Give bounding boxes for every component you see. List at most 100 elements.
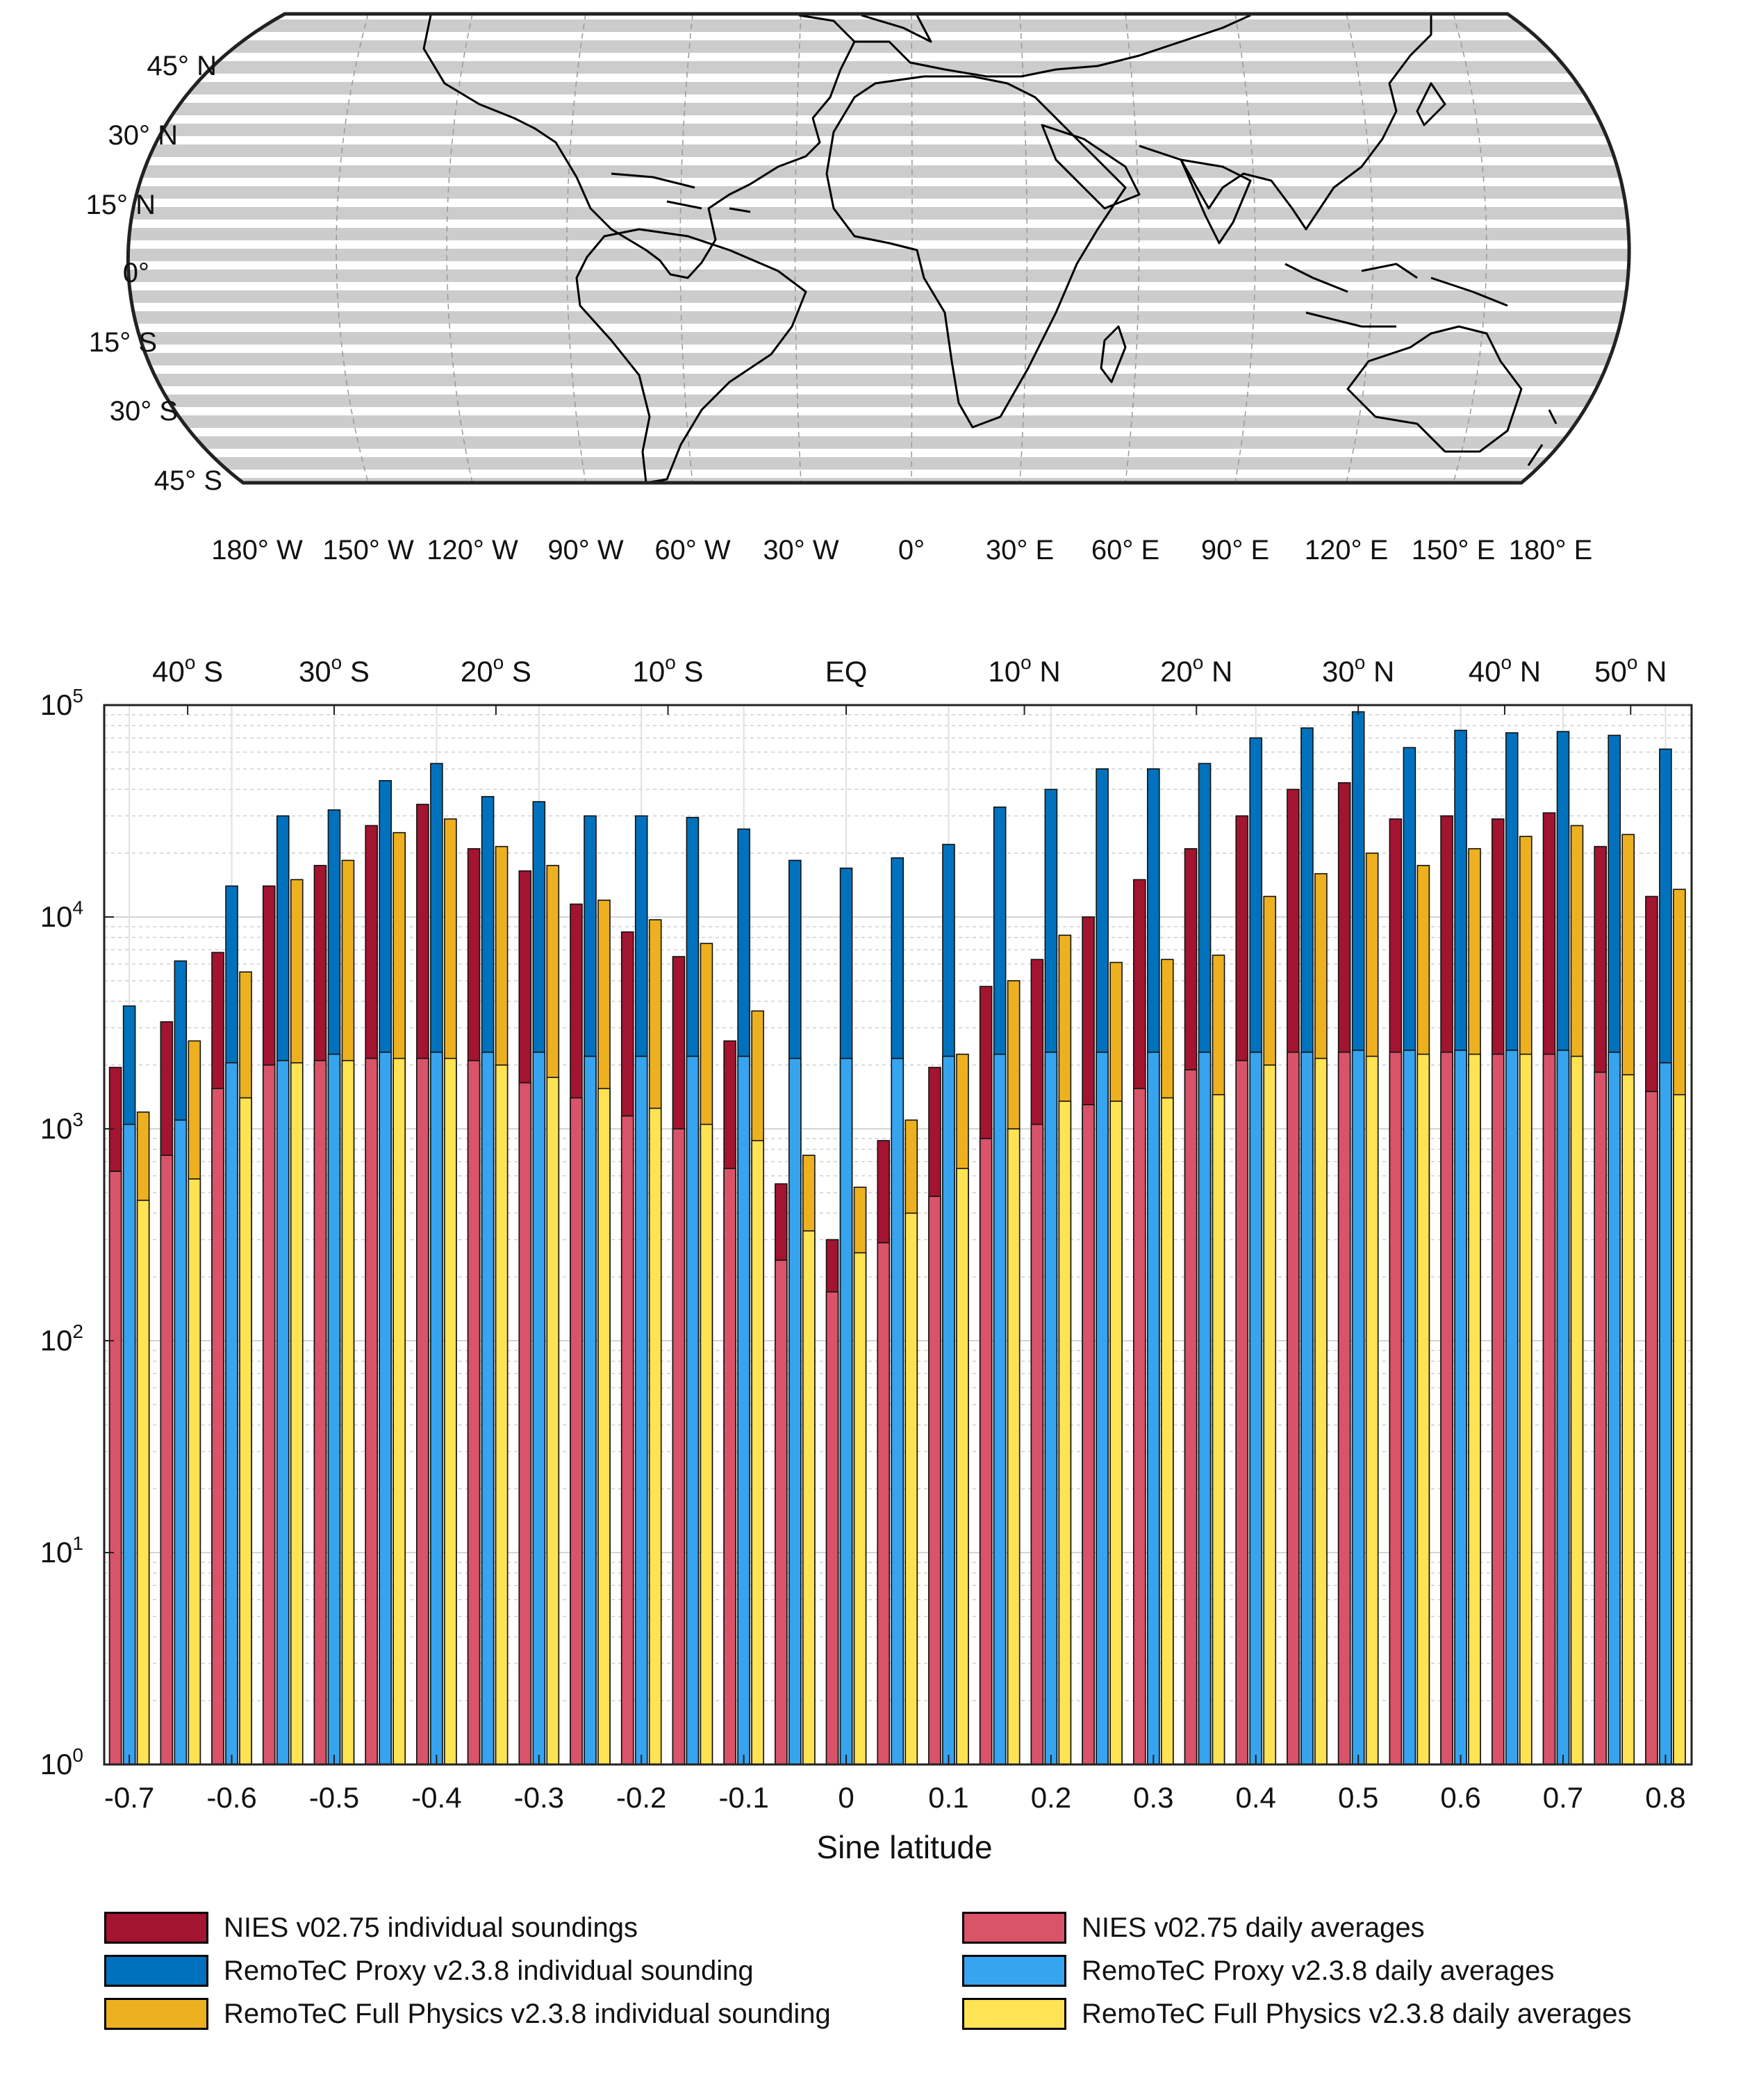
- lat-band: [128, 415, 1630, 428]
- bar-remotec-full-physics-v2-3-8-daily-averages: [1161, 1097, 1174, 1765]
- bar-remotec-full-physics-v2-3-8-daily-averages: [904, 1212, 918, 1765]
- bar-remotec-full-physics-v2-3-8-daily-averages: [136, 1200, 150, 1765]
- legend-item-proxy-individual: RemoTeC Proxy v2.3.8 individual sounding: [104, 1950, 754, 1992]
- bar-remotec-proxy-v2-3-8-daily-averages: [584, 1055, 597, 1765]
- top-latitude-axis: 40o S 30o S 20o S 10o S EQ 10o N 20o N 30o N 40o…: [152, 652, 1667, 715]
- top-tick-label: 10o N: [988, 652, 1060, 688]
- bar-remotec-proxy-v2-3-8-daily-averages: [1198, 1051, 1212, 1765]
- lat-label-15s: 15° S: [89, 327, 157, 358]
- legend-item-nies-daily: NIES v02.75 daily averages: [962, 1907, 1425, 1949]
- meridian-line: [336, 14, 369, 483]
- indonesia-outline: [1284, 263, 1508, 328]
- lat-band: [128, 290, 1630, 303]
- bar-remotec-proxy-v2-3-8-daily-averages: [1351, 1050, 1365, 1765]
- legend-item-fullphysics-daily: RemoTeC Full Physics v2.3.8 daily averag…: [962, 1993, 1631, 2035]
- x-tick-label: -0.4: [411, 1781, 461, 1814]
- map-frame: [126, 12, 1631, 485]
- lat-band: [128, 332, 1630, 345]
- asia-outline: [1139, 15, 1432, 231]
- bar-nies-v02-75-daily-averages: [1184, 1069, 1198, 1765]
- bar-remotec-full-physics-v2-3-8-daily-averages: [1314, 1057, 1328, 1765]
- x-tick-label: 0.4: [1236, 1781, 1276, 1814]
- bar-remotec-proxy-v2-3-8-daily-averages: [276, 1059, 290, 1765]
- bar-remotec-full-physics-v2-3-8-daily-averages: [1365, 1055, 1379, 1765]
- lat-band: [128, 311, 1630, 324]
- bar-nies-v02-75-daily-averages: [313, 1059, 327, 1765]
- lat-band: [128, 40, 1630, 53]
- bar-nies-v02-75-daily-averages: [1491, 1053, 1505, 1765]
- bar-remotec-proxy-v2-3-8-daily-averages: [788, 1057, 802, 1765]
- bar-nies-v02-75-daily-averages: [160, 1155, 174, 1765]
- lat-label-45n: 45° N: [147, 51, 217, 81]
- lat-band: [128, 186, 1630, 199]
- lat-band: [128, 374, 1630, 386]
- legend-swatch: [104, 1998, 208, 2030]
- bar-remotec-proxy-v2-3-8-daily-averages: [942, 1055, 955, 1765]
- bar-nies-v02-75-daily-averages: [825, 1291, 839, 1765]
- lon-label-150w: 150° W: [322, 535, 414, 565]
- bar-remotec-full-physics-v2-3-8-daily-averages: [1109, 1100, 1123, 1765]
- bar-remotec-proxy-v2-3-8-daily-averages: [1659, 1062, 1672, 1765]
- lat-band: [128, 82, 1630, 94]
- lat-band: [128, 103, 1630, 115]
- lat-band: [128, 270, 1630, 282]
- x-tick-label: -0.7: [104, 1781, 154, 1814]
- bar-remotec-proxy-v2-3-8-daily-averages: [225, 1062, 238, 1765]
- meridian-line: [1125, 14, 1140, 483]
- y-tick-label: 104: [40, 897, 83, 933]
- x-tick-label: 0: [838, 1781, 854, 1814]
- lat-band: [128, 457, 1630, 470]
- top-tick-label: EQ: [825, 655, 868, 688]
- bar-nies-v02-75-daily-averages: [979, 1138, 993, 1765]
- bar-nies-v02-75-daily-averages: [1337, 1051, 1351, 1765]
- lat-band: [128, 124, 1630, 136]
- meridian-line: [679, 14, 693, 483]
- bar-remotec-full-physics-v2-3-8-daily-averages: [341, 1059, 355, 1765]
- top-tick-label: 30o N: [1322, 652, 1394, 688]
- bar-remotec-full-physics-v2-3-8-daily-averages: [751, 1140, 764, 1765]
- meridian-line: [1019, 14, 1028, 483]
- lon-label-90w: 90° W: [547, 535, 624, 565]
- lon-label-180w: 180° W: [211, 535, 303, 565]
- bar-remotec-proxy-v2-3-8-daily-averages: [122, 1123, 136, 1765]
- bar-remotec-full-physics-v2-3-8-daily-averages: [700, 1123, 713, 1765]
- bar-remotec-full-physics-v2-3-8-daily-averages: [1570, 1055, 1584, 1765]
- meridian-line: [794, 14, 802, 483]
- bar-nies-v02-75-daily-averages: [1030, 1123, 1044, 1765]
- caribbean-outline: [611, 172, 751, 213]
- bar-nies-v02-75-daily-averages: [775, 1259, 788, 1765]
- legend-item-fullphysics-individual: RemoTeC Full Physics v2.3.8 individual s…: [104, 1993, 831, 2035]
- lon-label-60w: 60° W: [654, 535, 731, 565]
- map-latitude-labels: 45° N 30° N 15° N 0° 15° S 30° S 45° S: [86, 51, 223, 496]
- legend-label: NIES v02.75 daily averages: [1082, 1912, 1425, 1943]
- x-tick-label: 0.5: [1338, 1781, 1378, 1814]
- lat-label-30n: 30° N: [108, 120, 179, 151]
- meridian-line: [446, 14, 473, 483]
- x-tick-label: -0.3: [514, 1781, 564, 1814]
- bar-nies-v02-75-daily-averages: [1235, 1059, 1249, 1765]
- lon-label-60e: 60° E: [1091, 535, 1159, 565]
- top-tick-label: 20o S: [461, 652, 531, 688]
- top-tick-label: 10o S: [633, 652, 704, 688]
- bar-nies-v02-75-daily-averages: [108, 1171, 122, 1765]
- lat-label-0: 0°: [123, 258, 149, 288]
- bar-nies-v02-75-daily-averages: [467, 1059, 481, 1765]
- meridian-line: [566, 14, 586, 483]
- bar-remotec-full-physics-v2-3-8-daily-averages: [546, 1077, 560, 1765]
- bar-nies-v02-75-daily-averages: [365, 1057, 378, 1765]
- top-tick-label: 50o N: [1594, 652, 1667, 688]
- bar-remotec-full-physics-v2-3-8-daily-averages: [1263, 1064, 1277, 1765]
- bar-nies-v02-75-daily-averages: [620, 1115, 634, 1765]
- bar-remotec-proxy-v2-3-8-daily-averages: [1096, 1051, 1109, 1765]
- lon-label-180e: 180° E: [1509, 535, 1593, 565]
- legend-swatch: [962, 1955, 1066, 1987]
- y-tick-label: 100: [40, 1744, 83, 1780]
- bar-remotec-full-physics-v2-3-8-daily-averages: [290, 1062, 304, 1765]
- bar-nies-v02-75-daily-averages: [1440, 1051, 1453, 1765]
- india-outline: [1180, 158, 1252, 245]
- bar-remotec-proxy-v2-3-8-daily-averages: [1044, 1051, 1058, 1765]
- x-axis-ticks: -0.7 -0.6 -0.5 -0.4 -0.3 -0.2 -0.1 0 0.1 0.2 0.3 0.…: [104, 1755, 1686, 1814]
- greenland-outline: [861, 14, 932, 43]
- lon-label-150e: 150° E: [1412, 535, 1496, 565]
